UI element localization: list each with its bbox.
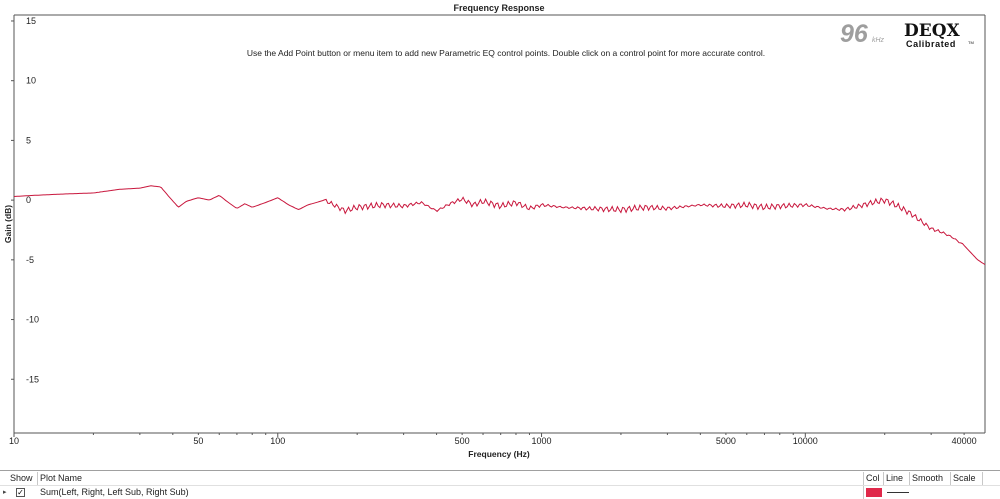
x-tick-label: 5000 — [716, 436, 736, 446]
y-tick-label: -10 — [26, 315, 39, 325]
deqx-logo: DEQX — [904, 21, 961, 41]
frequency-response-chart[interactable]: Frequency Response Use the Add Point but… — [0, 0, 1000, 468]
chart-title: Frequency Response — [453, 3, 544, 13]
y-axis-label: Gain (dB) — [3, 205, 13, 243]
x-tick-label: 40000 — [952, 436, 977, 446]
y-tick-label: 15 — [26, 16, 36, 26]
plot-legend-table: Show Plot Name Col Line Smooth Scale ▸ ✓… — [0, 470, 1000, 499]
instruction-text: Use the Add Point button or menu item to… — [247, 48, 765, 58]
legend-header-row: Show Plot Name Col Line Smooth Scale — [0, 472, 1000, 485]
y-tick-label: 10 — [26, 76, 36, 86]
x-tick-label: 100 — [270, 436, 285, 446]
y-tick-label: -15 — [26, 374, 39, 384]
calibrated-label: Calibrated — [906, 39, 956, 49]
row-pointer-icon: ▸ — [3, 489, 7, 496]
legend-header-smooth[interactable]: Smooth — [910, 472, 951, 485]
legend-header-line[interactable]: Line — [884, 472, 910, 485]
x-tick-label: 50 — [193, 436, 203, 446]
legend-header-plot-name[interactable]: Plot Name — [38, 472, 864, 485]
x-tick-label: 1000 — [532, 436, 552, 446]
x-tick-label: 10000 — [793, 436, 818, 446]
sample-rate-unit: kHz — [872, 37, 885, 44]
sample-rate-number: 96 — [840, 20, 869, 48]
y-tick-label: 0 — [26, 195, 31, 205]
line-style-sample[interactable] — [887, 492, 909, 493]
x-tick-label: 10 — [9, 436, 19, 446]
plot-name-cell: Sum(Left, Right, Left Sub, Right Sub) — [38, 486, 864, 499]
x-tick-label: 500 — [455, 436, 470, 446]
show-checkbox[interactable]: ✓ — [16, 488, 25, 497]
x-axis-label: Frequency (Hz) — [468, 449, 530, 459]
series-line-sum[interactable] — [13, 185, 986, 266]
y-tick-label: 5 — [26, 135, 31, 145]
legend-header-scale[interactable]: Scale — [951, 472, 983, 485]
legend-header-show[interactable]: Show — [8, 472, 38, 485]
deqx-calibrated-badge: 96 kHz DEQX Calibrated TM — [840, 20, 974, 49]
legend-header-col[interactable]: Col — [864, 472, 884, 485]
trademark-mark: TM — [968, 40, 974, 45]
y-tick-label: -5 — [26, 255, 34, 265]
color-swatch[interactable] — [866, 488, 882, 497]
